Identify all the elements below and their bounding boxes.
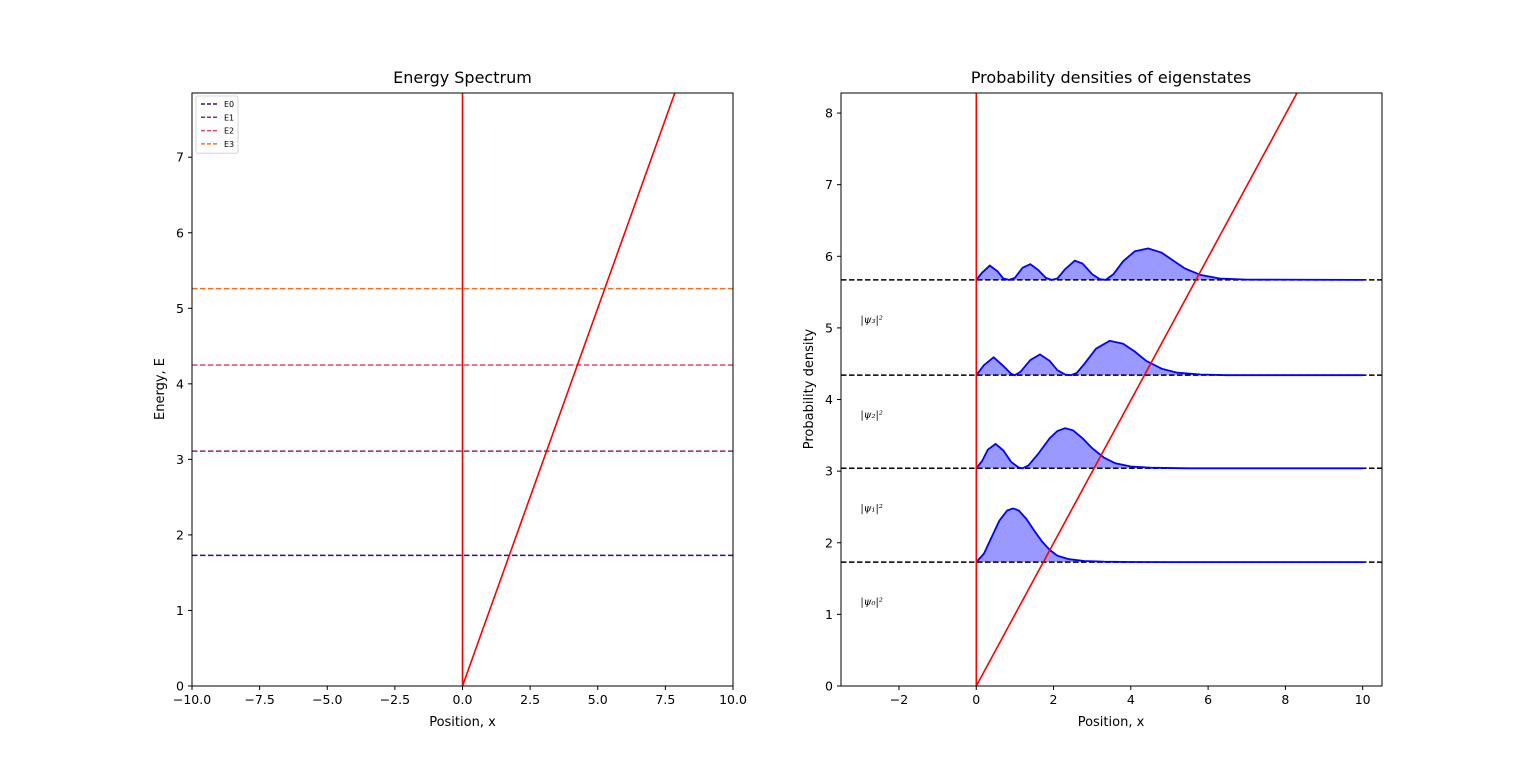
y-tick-label: 1 [825,607,833,622]
x-tick-label: 7.5 [655,692,675,707]
y-tick-label: 3 [825,464,833,479]
x-tick-label: 10.0 [719,692,747,707]
y-tick-label: 5 [176,301,184,316]
plot-area [841,93,1382,686]
legend: E0 E1 E2 E3 [195,95,239,154]
y-tick-label: 4 [176,376,184,391]
x-tick-label: 6 [1204,692,1212,707]
y-tick-label: 6 [825,249,833,264]
state-label: |ψ₂|² [860,410,883,421]
x-tick-label: 0 [972,692,980,707]
x-tick-label: −7.5 [244,692,274,707]
x-tick-label: 8 [1281,692,1289,707]
y-axis-label: Energy, E [153,358,168,420]
x-tick-label: 10 [1355,692,1371,707]
plot-area [192,93,733,686]
y-tick-label: 6 [176,225,184,240]
x-tick-label: −5.0 [312,692,342,707]
density-fill [976,248,1363,280]
y-tick-label: 7 [825,177,833,192]
x-tick-label: 0.0 [453,692,473,707]
legend-entry: E3 [224,140,234,149]
state-label: |ψ₁|² [860,503,883,514]
y-tick-label: 4 [825,392,833,407]
density-curve [975,247,1363,281]
state-label: |ψ₃|² [860,315,883,326]
legend-entry: E1 [224,113,234,122]
potential-line [461,93,676,686]
y-tick-label: 8 [825,106,833,121]
x-tick-label: −10.0 [173,692,211,707]
x-tick-label: −2 [890,692,908,707]
chart-title: Energy Spectrum [393,68,532,87]
legend-entry: E0 [224,100,234,109]
density-fill [976,428,1363,469]
x-tick-label: −2.5 [380,692,410,707]
y-tick-label: 3 [176,452,184,467]
plot-frame [840,92,1383,687]
y-tick-label: 7 [176,150,184,165]
y-tick-label: 0 [825,679,833,694]
density-curve [975,427,1363,470]
chart-title: Probability densities of eigenstates [971,68,1251,87]
density-curve [975,339,1363,377]
x-axis-label: Position, x [429,715,496,730]
x-tick-label: 2 [1050,692,1058,707]
density-curve [975,507,1363,563]
x-tick-label: 5.0 [588,692,608,707]
x-tick-label: 2.5 [520,692,540,707]
probability-densities-chart: Probability densities of eigenstates Pos… [802,68,1383,730]
y-axis-label: Probability density [802,328,817,449]
y-tick-label: 5 [825,320,833,335]
y-tick-label: 2 [825,535,833,550]
state-label: |ψ₀|² [860,597,883,608]
y-tick-label: 0 [176,679,184,694]
density-fill [976,508,1363,563]
y-tick-label: 2 [176,527,184,542]
legend-entry: E2 [224,127,234,136]
y-tick-label: 1 [176,603,184,618]
legend-box [195,95,239,154]
x-tick-label: 4 [1127,692,1135,707]
potential-line [975,93,1298,686]
x-axis-label: Position, x [1078,715,1145,730]
energy-spectrum-chart: Energy Spectrum Position, x Energy, E −1… [153,68,747,730]
